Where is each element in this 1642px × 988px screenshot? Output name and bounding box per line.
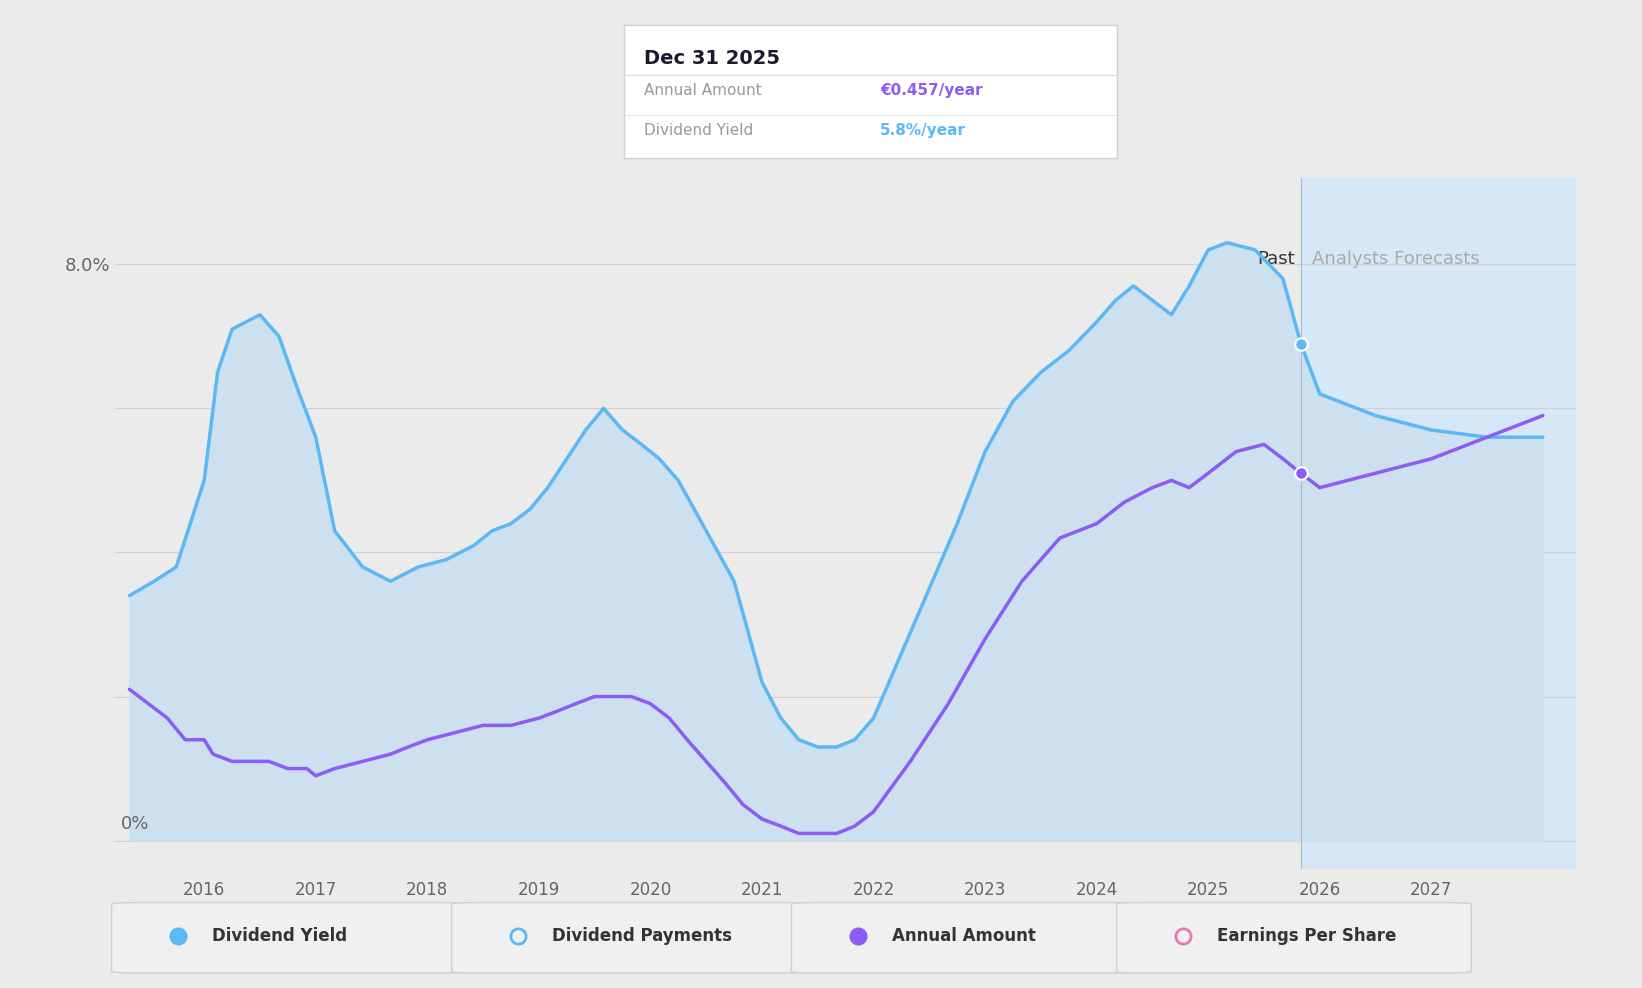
Text: Dividend Yield: Dividend Yield — [212, 927, 346, 946]
FancyBboxPatch shape — [791, 903, 1146, 973]
Text: Dividend Payments: Dividend Payments — [552, 927, 732, 946]
Text: Past: Past — [1258, 250, 1296, 268]
Text: Dividend Yield: Dividend Yield — [644, 124, 754, 138]
FancyBboxPatch shape — [1117, 903, 1471, 973]
FancyBboxPatch shape — [452, 903, 806, 973]
Text: Analysts Forecasts: Analysts Forecasts — [1312, 250, 1479, 268]
Text: Earnings Per Share: Earnings Per Share — [1217, 927, 1396, 946]
Text: €0.457/year: €0.457/year — [880, 83, 982, 99]
FancyBboxPatch shape — [112, 903, 466, 973]
Text: 0%: 0% — [120, 815, 149, 834]
Bar — [1300, 178, 1576, 869]
Text: Annual Amount: Annual Amount — [644, 83, 762, 99]
Text: 5.8%/year: 5.8%/year — [880, 124, 965, 138]
Text: Dec 31 2025: Dec 31 2025 — [644, 48, 780, 68]
Text: Annual Amount: Annual Amount — [892, 927, 1036, 946]
